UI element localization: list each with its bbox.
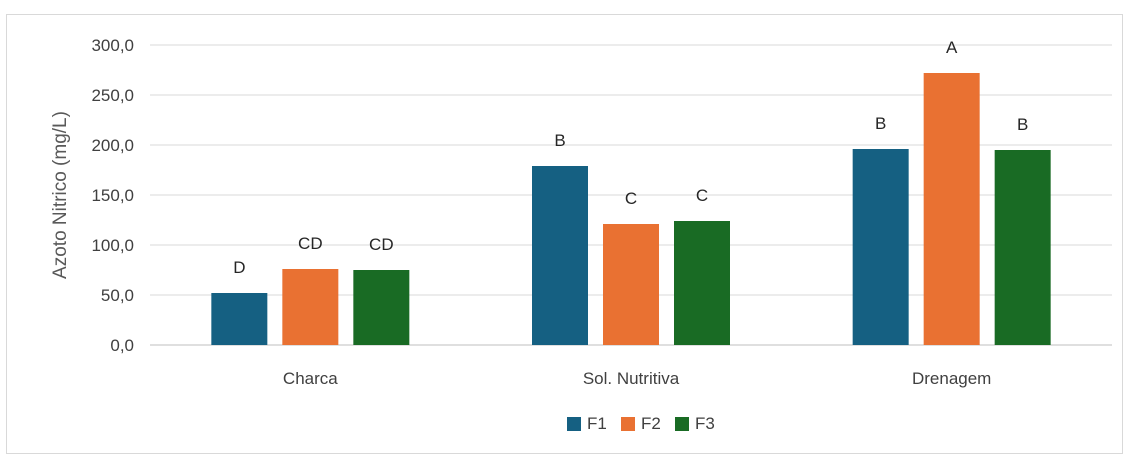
y-tick-label: 250,0 bbox=[91, 86, 134, 105]
data-label: C bbox=[696, 186, 708, 205]
x-category-label: Sol. Nutritiva bbox=[583, 369, 680, 388]
bar-f2-3[interactable] bbox=[923, 73, 980, 345]
y-tick-label: 50,0 bbox=[101, 286, 134, 305]
y-tick-label: 100,0 bbox=[91, 236, 134, 255]
bar-f1-1[interactable] bbox=[211, 293, 268, 345]
bar-f3-3[interactable] bbox=[994, 150, 1051, 345]
y-tick-label: 150,0 bbox=[91, 186, 134, 205]
bar-f2-2[interactable] bbox=[603, 224, 659, 345]
data-label: CD bbox=[298, 234, 323, 253]
data-label: D bbox=[233, 258, 245, 277]
bar-f3-2[interactable] bbox=[674, 221, 730, 345]
data-label: C bbox=[625, 189, 637, 208]
legend-item-f2[interactable]: F2 bbox=[621, 414, 661, 433]
legend-item-f1[interactable]: F1 bbox=[567, 414, 607, 433]
data-label: B bbox=[1017, 115, 1028, 134]
bar-f2-1[interactable] bbox=[282, 269, 339, 345]
y-tick-label: 0,0 bbox=[110, 336, 134, 355]
y-axis-ticks: 0,0 50,0 100,0 150,0 200,0 250,0 300,0 bbox=[91, 36, 134, 355]
legend-label: F2 bbox=[641, 414, 661, 433]
legend-label: F1 bbox=[587, 414, 607, 433]
data-label: A bbox=[946, 38, 958, 57]
bar-f3-1[interactable] bbox=[353, 270, 410, 345]
bars bbox=[211, 73, 1051, 345]
x-axis-categories: Charca Sol. Nutritiva Drenagem bbox=[283, 369, 991, 388]
data-label: B bbox=[875, 114, 886, 133]
legend-swatch bbox=[675, 417, 689, 431]
bar-f1-3[interactable] bbox=[852, 149, 909, 345]
bar-f1-2[interactable] bbox=[532, 166, 588, 345]
legend-label: F3 bbox=[695, 414, 715, 433]
x-category-label: Drenagem bbox=[912, 369, 991, 388]
data-label: B bbox=[554, 131, 565, 150]
legend[interactable]: F1 F2 F3 bbox=[567, 414, 715, 433]
y-tick-label: 300,0 bbox=[91, 36, 134, 55]
legend-item-f3[interactable]: F3 bbox=[675, 414, 715, 433]
legend-swatch bbox=[621, 417, 635, 431]
data-labels: D CD CD B C C B A B bbox=[233, 38, 1028, 277]
y-tick-label: 200,0 bbox=[91, 136, 134, 155]
data-label: CD bbox=[369, 235, 394, 254]
y-axis-title: Azoto Nitrico (mg/L) bbox=[50, 111, 71, 279]
legend-swatch bbox=[567, 417, 581, 431]
x-category-label: Charca bbox=[283, 369, 338, 388]
